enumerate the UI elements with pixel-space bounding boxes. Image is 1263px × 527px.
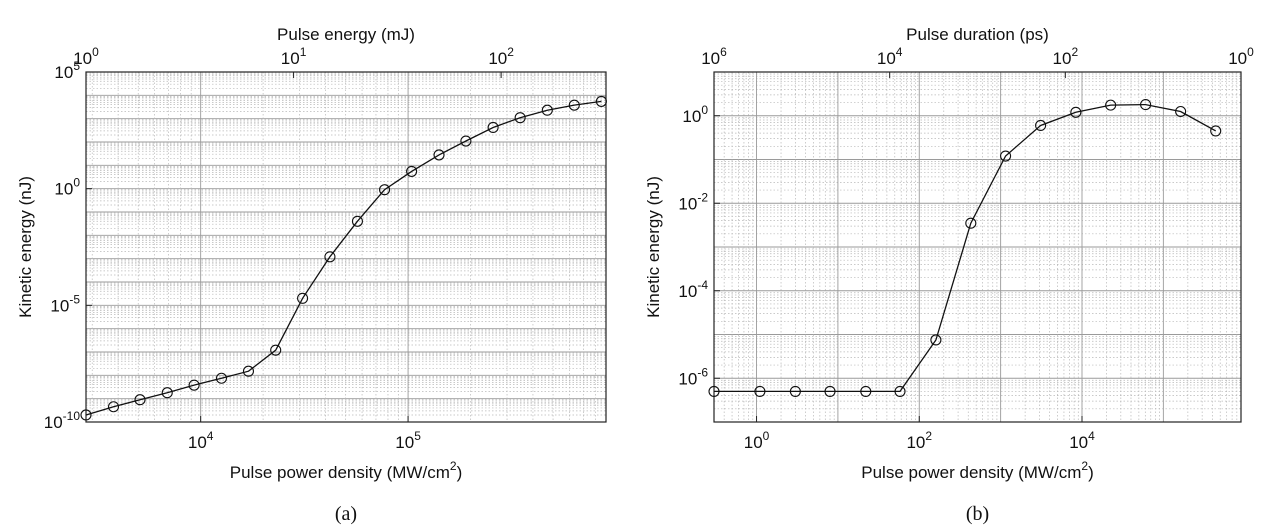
data-point	[1000, 150, 1012, 162]
data-point	[541, 104, 553, 116]
data-point	[80, 409, 92, 421]
data-point	[789, 385, 801, 397]
data-point	[324, 251, 336, 263]
data-point	[1105, 99, 1117, 111]
x-tick-label: 104	[1069, 429, 1095, 452]
data-point	[270, 344, 282, 356]
y-tick-label: 10-2	[678, 190, 708, 213]
y-tick-label: 10-10	[44, 409, 81, 432]
panel-label: (b)	[966, 503, 989, 525]
y-tick-label: 105	[54, 59, 80, 82]
tick-marks	[713, 72, 1242, 422]
data-point	[242, 365, 255, 377]
series-line	[714, 103, 1217, 393]
data-point	[297, 292, 309, 304]
top-x-tick-label: 106	[701, 45, 727, 68]
data-point	[824, 385, 836, 397]
data-point	[1140, 99, 1152, 111]
y-axis-title: Kinetic energy (nJ)	[644, 176, 663, 318]
data-point	[215, 372, 228, 384]
y-axis-title: Kinetic energy (nJ)	[16, 176, 35, 318]
top-x-tick-label: 102	[488, 45, 514, 68]
data-point	[595, 95, 607, 107]
top-x-tick-label: 100	[73, 45, 99, 68]
data-point	[406, 165, 418, 177]
data-point	[930, 334, 942, 346]
top-x-axis-title: Pulse energy (mJ)	[277, 25, 415, 44]
data-point	[107, 401, 120, 413]
top-x-tick-label: 100	[1228, 45, 1254, 68]
data-point	[894, 385, 906, 397]
data-point	[351, 215, 363, 227]
plot-frame	[85, 71, 607, 423]
data-point	[188, 379, 200, 391]
x-tick-label: 102	[906, 429, 932, 452]
data-point	[460, 135, 472, 147]
data-point	[1070, 106, 1082, 118]
plot-frame	[713, 71, 1242, 423]
top-x-axis-title: Pulse duration (ps)	[906, 25, 1049, 44]
y-tick-label: 100	[682, 103, 708, 126]
data-point	[378, 184, 391, 196]
data-point	[1175, 105, 1187, 118]
data-point	[965, 217, 977, 229]
data-point	[487, 121, 499, 134]
x-axis-title: Pulse power density (MW/cm2)	[230, 459, 462, 482]
data-point	[134, 394, 146, 406]
data-point	[708, 385, 720, 397]
x-tick-label: 100	[744, 429, 770, 452]
x-tick-label: 104	[188, 429, 214, 452]
y-tick-label: 10-5	[50, 292, 80, 315]
data-point	[1035, 119, 1047, 132]
top-x-tick-label: 102	[1053, 45, 1079, 68]
y-tick-label: 10-4	[678, 278, 708, 301]
y-tick-label: 100	[54, 176, 80, 199]
x-tick-label: 105	[395, 429, 421, 452]
panel-b-chart: 100 102 104 10-6 10-4 10-2 100 106 104 102 100 Puls…	[644, 25, 1254, 525]
panel-label: (a)	[335, 503, 357, 525]
data-point	[860, 385, 872, 397]
data-point	[754, 385, 766, 397]
tick-marks	[85, 71, 502, 423]
grid	[713, 71, 1242, 423]
y-tick-label: 10-6	[678, 365, 708, 388]
x-axis-title: Pulse power density (MW/cm2)	[861, 459, 1093, 482]
top-x-tick-label: 104	[877, 45, 903, 68]
data-point	[161, 387, 173, 399]
data-point	[1210, 125, 1222, 137]
data-point	[568, 99, 580, 111]
data-point	[514, 112, 526, 124]
data-point	[433, 149, 445, 161]
top-x-tick-label: 101	[281, 45, 307, 68]
grid	[86, 71, 607, 423]
